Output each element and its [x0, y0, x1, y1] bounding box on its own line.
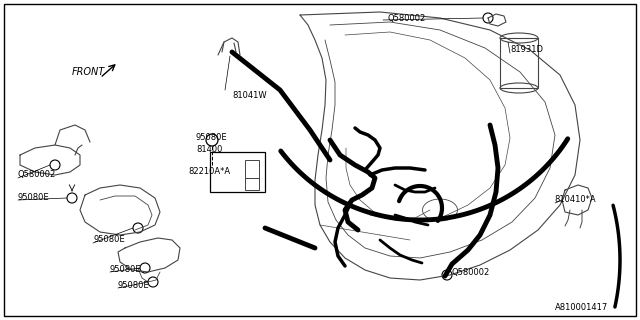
Text: 81931D: 81931D — [510, 45, 543, 54]
Text: 810410*A: 810410*A — [554, 196, 596, 204]
Text: 95080E: 95080E — [110, 265, 141, 274]
Bar — [245, 160, 259, 178]
Text: 81400: 81400 — [196, 146, 222, 155]
Text: Q580002: Q580002 — [452, 268, 490, 277]
Text: 82210A*A: 82210A*A — [188, 167, 230, 177]
Text: 95080E: 95080E — [118, 281, 150, 290]
Text: Q580002: Q580002 — [388, 13, 426, 22]
Text: A810001417: A810001417 — [555, 303, 608, 313]
Text: FRONT: FRONT — [72, 67, 105, 77]
Bar — [210, 152, 265, 192]
Text: 81041W: 81041W — [232, 91, 267, 100]
Text: 95080E: 95080E — [93, 236, 125, 244]
Text: 95080E: 95080E — [18, 194, 50, 203]
Bar — [500, 38, 538, 88]
Text: 95080E: 95080E — [195, 133, 227, 142]
Text: Q580002: Q580002 — [18, 171, 56, 180]
Bar — [245, 178, 259, 190]
